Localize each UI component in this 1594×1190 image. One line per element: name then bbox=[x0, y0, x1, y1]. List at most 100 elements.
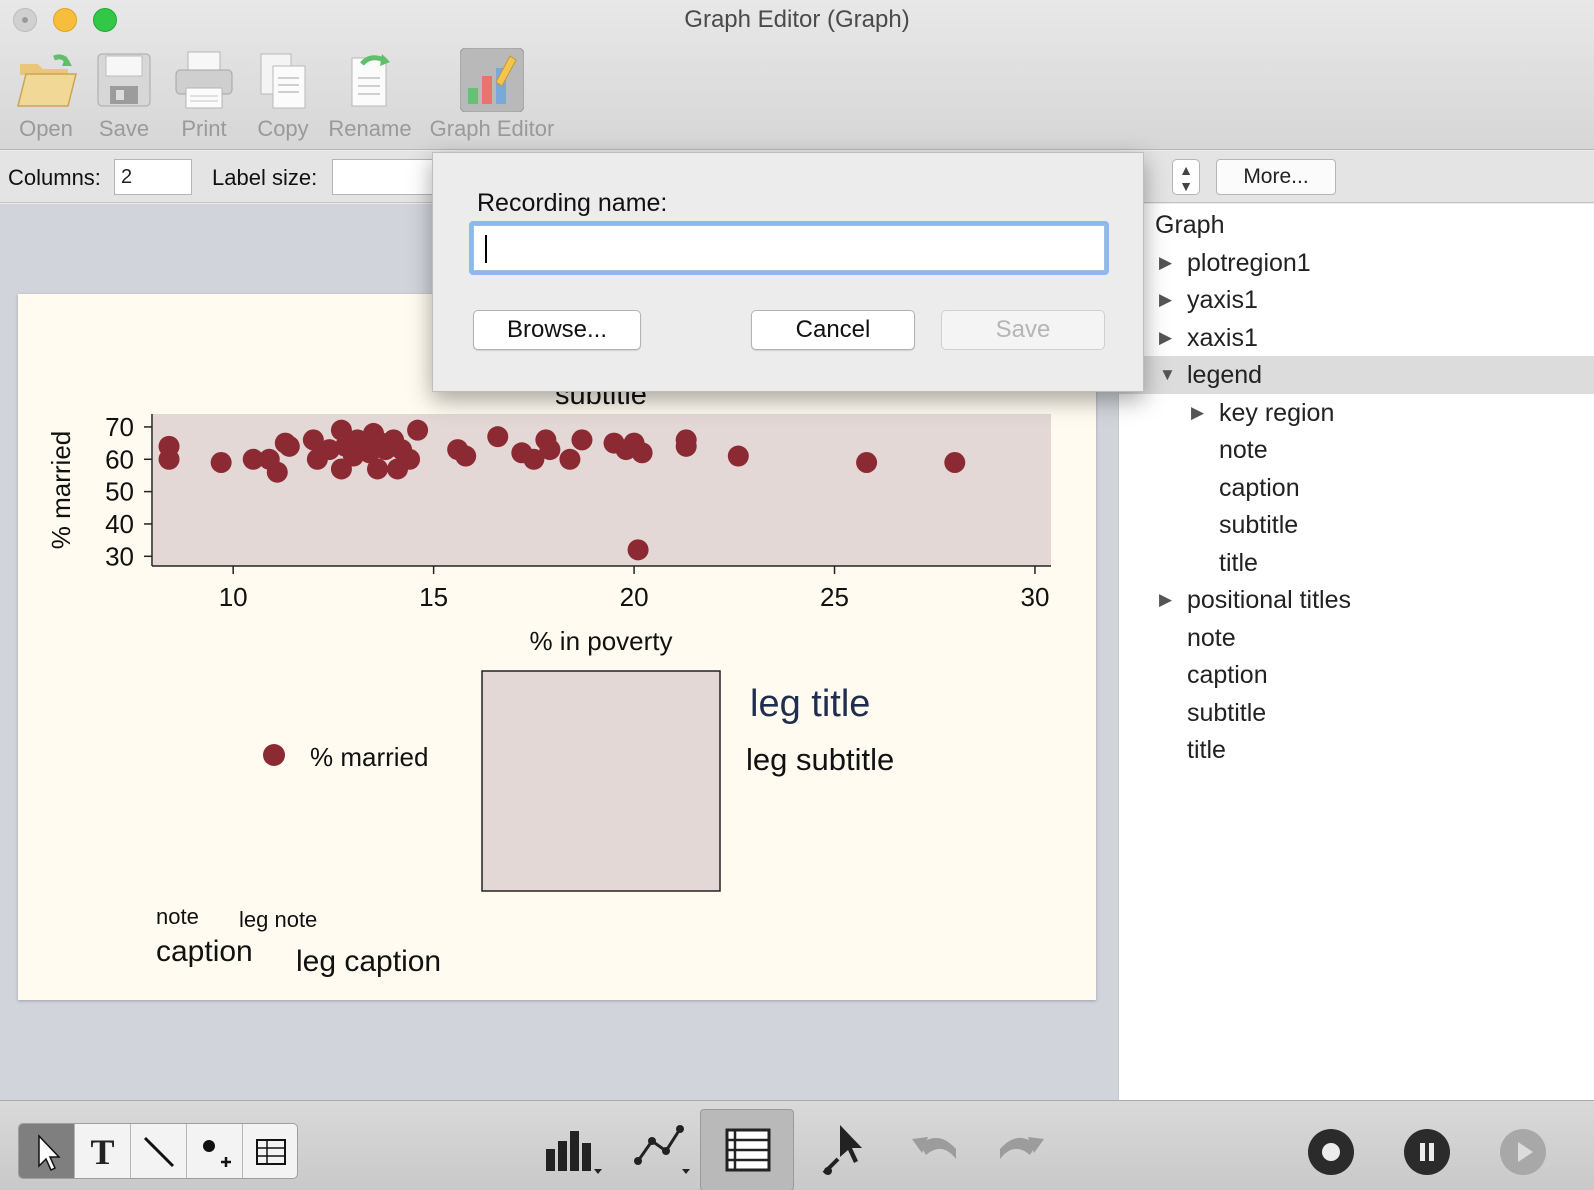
scatter-point[interactable] bbox=[487, 426, 509, 448]
scatter-point[interactable] bbox=[266, 461, 288, 483]
legend-key-label[interactable]: % married bbox=[310, 742, 428, 772]
add-marker-tool-button[interactable] bbox=[187, 1124, 243, 1178]
scatter-point[interactable] bbox=[675, 435, 697, 457]
undo-button[interactable] bbox=[906, 1117, 970, 1181]
cancel-button[interactable]: Cancel bbox=[751, 310, 915, 350]
scatter-point[interactable] bbox=[455, 445, 477, 467]
tree-item-label: title bbox=[1187, 736, 1226, 764]
legend-note[interactable]: leg note bbox=[239, 907, 317, 932]
scatter-point[interactable] bbox=[856, 452, 878, 474]
disclosure-collapsed-icon[interactable]: ▶ bbox=[1159, 252, 1173, 272]
open-button[interactable]: Open bbox=[10, 48, 82, 148]
disclosure-expanded-icon[interactable]: ▼ bbox=[1159, 365, 1176, 384]
tree-item[interactable]: caption bbox=[1119, 656, 1594, 694]
legend-subtitle[interactable]: leg subtitle bbox=[746, 742, 894, 777]
zoom-window-button[interactable] bbox=[93, 8, 117, 32]
select-object-button[interactable] bbox=[818, 1117, 882, 1181]
scatter-point[interactable] bbox=[727, 445, 749, 467]
graph-caption[interactable]: caption bbox=[156, 935, 253, 968]
tree-item[interactable]: ▼Graph bbox=[1119, 206, 1594, 244]
close-window-button[interactable] bbox=[13, 8, 37, 32]
bar-chart-button[interactable] bbox=[540, 1117, 604, 1181]
scatter-point[interactable] bbox=[944, 452, 966, 474]
tree-item[interactable]: ▶ positional titles bbox=[1119, 581, 1594, 619]
more-button[interactable]: More... bbox=[1216, 159, 1336, 195]
legend-title[interactable]: leg title bbox=[750, 683, 870, 725]
graph-editor-button[interactable]: Graph Editor bbox=[426, 48, 558, 148]
printer-icon bbox=[175, 51, 233, 109]
disclosure-collapsed-icon[interactable]: ▶ bbox=[1159, 327, 1173, 347]
scatter-point[interactable] bbox=[407, 419, 429, 441]
minimize-window-button[interactable] bbox=[53, 8, 77, 32]
line-tool-button[interactable] bbox=[131, 1124, 187, 1178]
graph-region[interactable]: subtitle 30 40 50 60 70 10 15 20 25 30 % married… bbox=[18, 294, 1096, 1000]
legend-key-marker[interactable] bbox=[263, 744, 285, 766]
disclosure-collapsed-icon[interactable]: ▶ bbox=[1159, 290, 1173, 309]
tree-item-label: xaxis1 bbox=[1187, 323, 1258, 352]
scatter-point[interactable] bbox=[158, 448, 180, 470]
tree-item[interactable]: ▶ plotregion1 bbox=[1119, 244, 1594, 282]
tree-item[interactable]: note bbox=[1119, 431, 1594, 469]
label-size-select[interactable] bbox=[332, 159, 442, 195]
scatter-point[interactable] bbox=[318, 439, 340, 461]
window-titlebar: Graph Editor (Graph) Open Save Print bbox=[0, 0, 1594, 150]
y-axis-title[interactable]: % married bbox=[46, 431, 76, 549]
bar-chart-icon bbox=[546, 1131, 602, 1174]
redo-button[interactable] bbox=[986, 1117, 1050, 1181]
graph-note[interactable]: note bbox=[156, 904, 199, 929]
recording-name-input[interactable] bbox=[473, 225, 1105, 271]
tree-item[interactable]: note bbox=[1119, 619, 1594, 657]
graph-editor-label: Graph Editor bbox=[429, 116, 555, 141]
scatter-point[interactable] bbox=[242, 448, 264, 470]
line-chart-icon bbox=[634, 1125, 690, 1174]
tree-item[interactable]: subtitle bbox=[1119, 506, 1594, 544]
scatter-point[interactable] bbox=[631, 442, 653, 464]
tree-item[interactable]: caption bbox=[1119, 469, 1594, 507]
x-axis-title[interactable]: % in poverty bbox=[529, 626, 672, 656]
legend-box[interactable] bbox=[481, 670, 721, 892]
browse-button[interactable]: Browse... bbox=[473, 310, 641, 350]
tree-item[interactable]: title bbox=[1119, 731, 1594, 769]
scatter-point[interactable] bbox=[627, 539, 649, 561]
play-button[interactable] bbox=[1500, 1129, 1546, 1175]
scatter-point[interactable] bbox=[278, 435, 300, 457]
columns-field[interactable]: 2 bbox=[114, 159, 192, 195]
pointer-tool-button[interactable] bbox=[19, 1124, 75, 1178]
scatter-point[interactable] bbox=[367, 458, 388, 480]
scatter-point[interactable] bbox=[523, 448, 545, 470]
label-size-stepper[interactable]: ▲ ▼ bbox=[1172, 159, 1200, 195]
record-button[interactable] bbox=[1308, 1129, 1354, 1175]
print-button[interactable]: Print bbox=[170, 48, 238, 148]
save-button[interactable]: Save bbox=[90, 48, 158, 148]
chevron-up-icon: ▲ bbox=[1179, 162, 1193, 178]
disclosure-collapsed-icon[interactable]: ▶ bbox=[1159, 590, 1173, 609]
object-browser-button[interactable] bbox=[700, 1109, 794, 1190]
scatter-point[interactable] bbox=[330, 419, 352, 441]
legend-caption[interactable]: leg caption bbox=[296, 945, 441, 978]
pause-button[interactable] bbox=[1404, 1129, 1450, 1175]
scatter-point[interactable] bbox=[539, 439, 561, 461]
line-chart-button[interactable] bbox=[630, 1117, 694, 1181]
scatter-point[interactable] bbox=[571, 429, 593, 451]
copy-button[interactable]: Copy bbox=[248, 48, 318, 148]
save-recording-button[interactable]: Save bbox=[941, 310, 1105, 350]
disclosure-collapsed-icon[interactable]: ▶ bbox=[1191, 402, 1205, 422]
tree-item[interactable]: title bbox=[1119, 544, 1594, 582]
scatter-point[interactable] bbox=[559, 448, 581, 470]
pointer-tool-icon bbox=[38, 1134, 61, 1172]
tree-item[interactable]: subtitle bbox=[1119, 694, 1594, 732]
tree-item[interactable]: ▶ xaxis1 bbox=[1119, 319, 1594, 357]
scatter-point[interactable] bbox=[302, 429, 324, 451]
text-tool-button[interactable]: T bbox=[75, 1124, 131, 1178]
tree-item[interactable]: ▼ legend bbox=[1119, 356, 1594, 394]
plot-region[interactable] bbox=[153, 414, 1051, 566]
grid-tool-button[interactable] bbox=[243, 1124, 297, 1178]
object-browser-tree: ▼Graph ▶ plotregion1 ▶ yaxis1 ▶ xaxis1 ▼ legend ▶… bbox=[1118, 204, 1594, 1100]
tree-item[interactable]: ▶ key region bbox=[1119, 394, 1594, 432]
scatter-point[interactable] bbox=[210, 452, 232, 474]
rename-button[interactable]: Rename bbox=[328, 48, 412, 148]
copy-document-icon bbox=[260, 53, 306, 109]
tree-item[interactable]: ▶ yaxis1 bbox=[1119, 281, 1594, 319]
scatter-point[interactable] bbox=[399, 448, 421, 470]
